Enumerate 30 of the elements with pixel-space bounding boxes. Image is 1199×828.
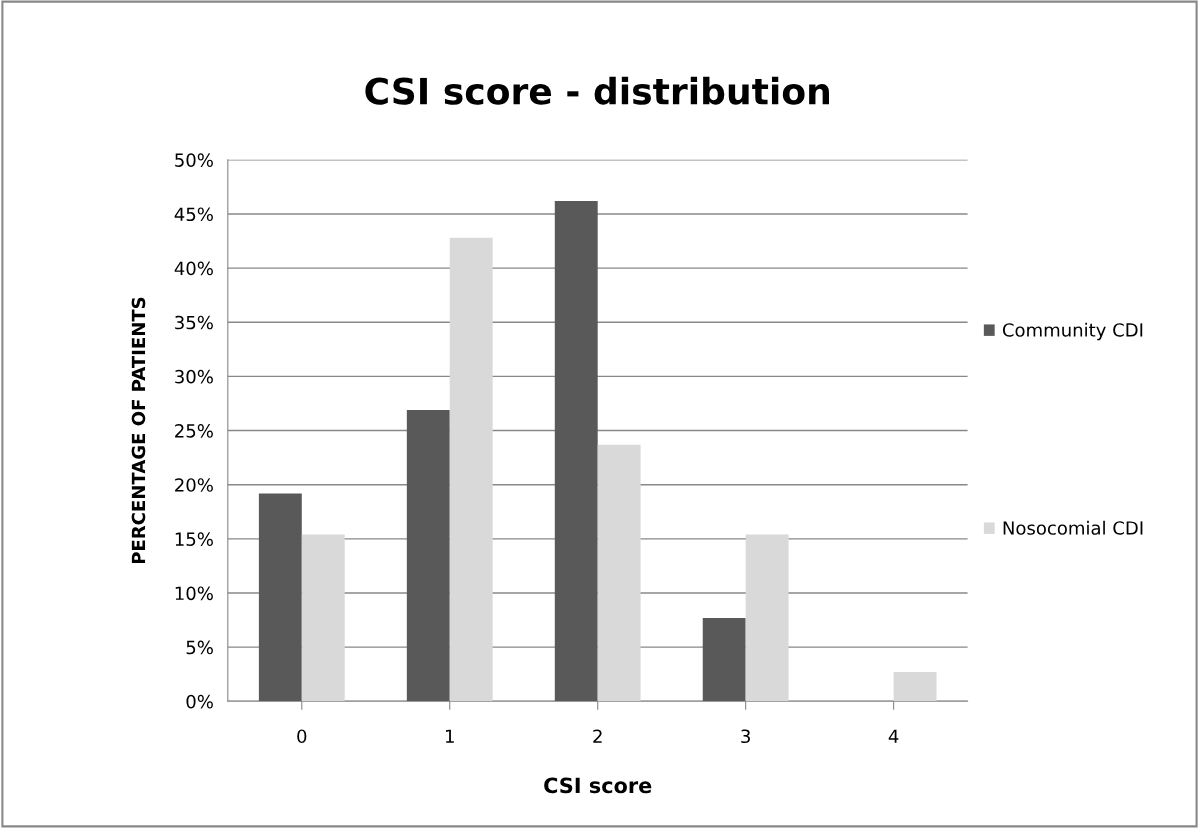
x-tick-label: 0: [297, 729, 307, 744]
bar: [301, 534, 345, 702]
bar: [554, 200, 598, 702]
x-tick-label: 4: [888, 729, 899, 743]
legend-label: Nosocomial CDI: [1003, 520, 1143, 535]
chart-title: CSI score - distribution: [365, 76, 829, 105]
y-tick-label: 15%: [175, 532, 213, 546]
y-tick-label: 0%: [186, 694, 213, 709]
x-tick-label: 1: [445, 729, 454, 743]
bar: [449, 237, 493, 702]
y-tick-label: 50%: [175, 153, 213, 167]
y-tick-label: 40%: [174, 261, 213, 276]
x-tick-label: 3: [741, 729, 750, 744]
x-tick-label: 2: [593, 729, 602, 743]
y-tick-label: 10%: [175, 586, 213, 601]
bar: [745, 534, 789, 702]
y-tick-label: 30%: [175, 369, 213, 384]
y-tick-label: 5%: [186, 640, 213, 655]
y-tick-label: 45%: [174, 207, 213, 222]
bar: [702, 617, 746, 702]
y-axis-title: PERCENTAGE OF PATIENTS: [131, 297, 146, 564]
bar: [893, 672, 937, 702]
y-tick-label: 25%: [175, 424, 213, 438]
bar: [406, 409, 450, 702]
legend-label: Community CDI: [1002, 322, 1143, 341]
bar: [258, 493, 302, 702]
y-tick-label: 35%: [175, 315, 213, 330]
y-tick-label: 20%: [175, 478, 213, 492]
bar: [597, 444, 641, 702]
x-axis-title: CSI score: [544, 777, 652, 794]
